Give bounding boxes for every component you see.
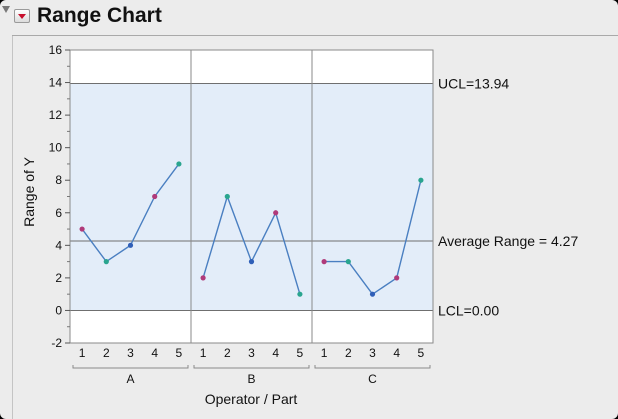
x-tick-label: 4 — [151, 346, 158, 360]
data-point — [248, 259, 255, 265]
data-point — [345, 259, 351, 265]
x-tick-label: 3 — [127, 346, 134, 360]
group-label: B — [247, 372, 255, 386]
y-tick-label: 2 — [55, 271, 62, 285]
data-point — [321, 259, 327, 265]
outline-header: Range Chart — [0, 0, 618, 36]
data-point — [273, 210, 279, 216]
limit-label-2: LCL=0.00 — [438, 302, 499, 318]
data-point — [103, 259, 109, 265]
data-point — [176, 161, 182, 167]
group-bracket — [72, 365, 189, 369]
x-tick-label: 3 — [248, 346, 255, 360]
y-tick-label: 0 — [55, 303, 62, 317]
group-bracket — [314, 365, 431, 369]
header-divider — [12, 35, 618, 36]
y-tick-label: 10 — [49, 141, 63, 155]
y-tick-label: 16 — [49, 43, 63, 57]
red-triangle-menu-icon[interactable] — [14, 9, 30, 23]
group-label: A — [126, 372, 134, 386]
limit-label-1: Average Range = 4.27 — [438, 233, 578, 249]
x-tick-label: 1 — [200, 346, 207, 360]
disclosure-triangle-icon[interactable] — [2, 6, 10, 13]
outline-indent-line — [12, 36, 13, 419]
data-point — [418, 177, 424, 183]
x-tick-label: 1 — [321, 346, 328, 360]
data-point — [394, 275, 400, 281]
data-point — [224, 193, 230, 200]
report-title: Range Chart — [37, 4, 162, 27]
x-tick-label: 2 — [224, 346, 231, 360]
x-tick-label: 2 — [103, 346, 110, 360]
limit-label-0: UCL=13.94 — [438, 76, 509, 92]
x-tick-label: 3 — [369, 346, 376, 360]
group-label: C — [368, 372, 377, 386]
data-point — [297, 291, 303, 297]
data-point — [369, 291, 376, 297]
y-tick-label: 4 — [55, 238, 62, 252]
group-bracket — [193, 365, 310, 369]
data-point — [200, 275, 206, 281]
data-point — [79, 226, 85, 232]
plot-layer: UCL=13.94 Average Range = 4.27 LCL=0.00 -2 0… — [49, 43, 579, 386]
y-axis-title: Range of Y — [21, 156, 37, 226]
control-limit-band — [70, 83, 433, 311]
x-tick-label: 1 — [79, 346, 86, 360]
x-tick-label: 5 — [418, 346, 425, 360]
y-tick-label: -2 — [51, 336, 62, 350]
y-tick-label: 6 — [55, 206, 62, 220]
x-tick-label: 4 — [272, 346, 279, 360]
x-tick-label: 2 — [345, 346, 352, 360]
y-tick-label: 8 — [55, 173, 62, 187]
x-tick-label: 5 — [297, 346, 304, 360]
y-tick-label: 12 — [49, 108, 63, 122]
y-tick-label: 14 — [49, 76, 63, 90]
x-tick-label: 4 — [393, 346, 400, 360]
data-point — [127, 242, 134, 248]
x-tick-label: 5 — [176, 346, 183, 360]
data-point — [152, 193, 158, 200]
x-axis-title: Operator / Part — [205, 391, 298, 407]
